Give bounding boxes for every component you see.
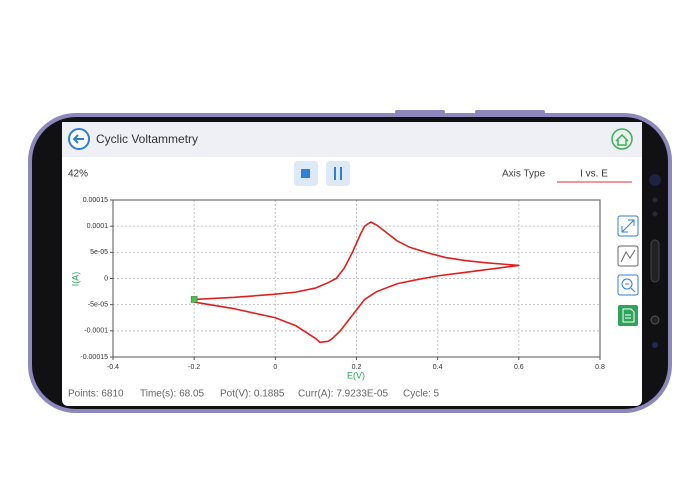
y-tick-label: 5e-05 (90, 249, 108, 256)
y-tick-label: -5e-05 (88, 302, 108, 309)
plot: -0.4 -0.2 0 0.2 0.4 0.6 0.8 -0.00015 -0.0001 -5e-… (80, 197, 605, 371)
status-item: Pot(V): 0.1885 (220, 389, 285, 400)
data-line (194, 221, 520, 344)
icon-glyph (621, 278, 633, 290)
start-marker (190, 296, 198, 303)
icon-glyph (625, 283, 636, 293)
phone-button (395, 110, 445, 114)
status-item: Curr(A): 7.9233E-05 (298, 389, 388, 400)
y-tick-label: -0.00015 (80, 354, 108, 361)
home-icon (615, 133, 629, 146)
x-tick-label: 0.8 (595, 364, 605, 371)
icon-glyph (621, 219, 635, 233)
status-bar: Points: 6810 Time(s): 68.05 Pot(V): 0.1885… (68, 389, 440, 400)
camera (649, 174, 661, 186)
y-tick-label: 0 (104, 275, 108, 282)
icon-glyph (620, 249, 636, 263)
pause-button[interactable] (326, 161, 350, 186)
speaker (650, 239, 660, 283)
axis-type-value: I vs. E (580, 169, 608, 180)
zoom-fit-button[interactable] (617, 215, 639, 237)
sensor (652, 211, 658, 217)
screen (62, 122, 642, 406)
progress: 42% (68, 169, 88, 180)
icon-glyph (622, 308, 635, 323)
x-tick-label: 0.6 (514, 364, 524, 371)
y-tick-label: 0.00015 (83, 197, 108, 204)
x-tick-label: -0.2 (188, 364, 200, 371)
x-tick-label: 0.4 (433, 364, 443, 371)
axis-type-label: Axis Type (502, 169, 546, 180)
home-circle (611, 128, 633, 150)
chart-style-button[interactable] (617, 245, 639, 267)
y-axis-label: I(A) (70, 272, 80, 287)
status-item: Points: 6810 (68, 389, 124, 400)
phone-button (475, 110, 545, 114)
stop-icon (301, 169, 310, 178)
stop-button[interactable] (294, 161, 318, 186)
back-button[interactable] (68, 128, 90, 150)
status-item: Time(s): 68.05 (140, 389, 205, 400)
pause-bar (334, 167, 336, 180)
x-axis-label: E(V) (347, 370, 365, 380)
home-button[interactable] (611, 128, 633, 150)
back-arrow (72, 134, 84, 144)
export-button[interactable] (618, 305, 638, 326)
app-title: Cyclic Voltammetry (96, 132, 198, 146)
icon-box (617, 245, 639, 267)
x-tick-label: -0.4 (107, 364, 119, 371)
header-bar (62, 122, 642, 157)
x-tick-label: 0 (273, 364, 277, 371)
x-tick-label: 0.2 (352, 364, 362, 371)
sensor (652, 197, 658, 203)
pause-bar (340, 167, 342, 180)
pause-bg (326, 161, 350, 186)
sensor (652, 342, 658, 348)
axis-type-select[interactable]: I vs. E (557, 169, 632, 183)
zoom-out-button[interactable] (617, 274, 639, 296)
status-item: Cycle: 5 (403, 389, 440, 400)
y-tick-label: -0.0001 (84, 328, 108, 335)
y-tick-label: 0.0001 (87, 223, 109, 230)
plot-frame (112, 199, 601, 358)
sensor (650, 315, 660, 325)
